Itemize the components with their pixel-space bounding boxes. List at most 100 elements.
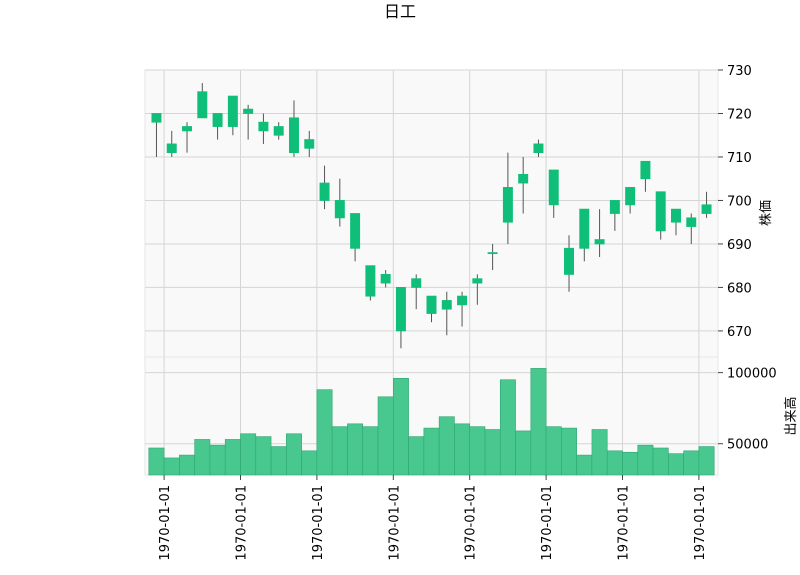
volume-bar (408, 436, 425, 476)
candle-body (166, 143, 177, 154)
candle-body (564, 247, 575, 275)
candle-body (227, 95, 238, 127)
volume-bar (668, 453, 684, 476)
volume-bar (561, 427, 577, 476)
candle-body (441, 300, 452, 310)
candle-body (273, 126, 284, 136)
volume-bar (469, 426, 486, 476)
price-candles (151, 83, 712, 349)
x-tick-labels: 1970-01-01 1970-01-01 1970-01-01 1970-01-01… (158, 475, 708, 561)
candle-body (243, 108, 254, 114)
volume-bar (698, 446, 715, 476)
volume-bar (286, 433, 302, 476)
candle-body (625, 187, 636, 206)
candle-body (411, 278, 422, 288)
x-tick-label: 1970-01-01 (158, 485, 173, 561)
volume-bar (163, 457, 180, 476)
volume-bar (438, 416, 455, 476)
price-tick-label: 730 (727, 64, 752, 79)
volume-bar (331, 426, 348, 476)
volume-bar (530, 368, 547, 476)
price-panel: 670 680 690 700 710 720 730 (144, 64, 752, 358)
volume-bar (240, 433, 257, 476)
candle-body (686, 217, 697, 227)
candle-body (594, 239, 605, 245)
volume-bar (362, 426, 379, 476)
candle-body (579, 208, 590, 249)
volume-tick-label: 50000 (727, 438, 768, 453)
x-tick-label: 1970-01-01 (540, 485, 555, 561)
volume-bar (194, 439, 211, 476)
price-tick-label: 700 (727, 194, 752, 209)
candle-body (334, 200, 345, 219)
volume-bar (454, 423, 471, 476)
volume-bar (377, 396, 394, 476)
volume-bar (499, 379, 516, 476)
price-tick-label: 690 (727, 238, 752, 253)
volume-bars (148, 368, 715, 476)
volume-bar (270, 446, 287, 476)
candle-body (548, 169, 559, 206)
candle-body (518, 173, 529, 184)
price-tick-label: 670 (727, 325, 752, 340)
candle-body (304, 139, 315, 149)
candle-body (609, 200, 620, 214)
volume-bar (515, 430, 532, 476)
candle-body (395, 287, 406, 332)
price-tick-label: 710 (727, 151, 752, 166)
candle-body (365, 265, 376, 297)
volume-bar (652, 447, 669, 476)
candle-body (655, 191, 666, 232)
candle-body (212, 113, 223, 127)
candle-body (288, 117, 299, 154)
volume-bar (545, 426, 562, 476)
price-tick-label: 720 (727, 107, 752, 122)
volume-tick-label: 100000 (727, 367, 777, 382)
volume-axis-label: 出来高 (783, 396, 799, 435)
volume-bar (622, 451, 639, 476)
candle-body (151, 113, 162, 123)
volume-bar (423, 427, 440, 476)
volume-bar (683, 450, 700, 476)
price-grid (145, 69, 718, 357)
volume-bar (255, 436, 272, 476)
volume-bar (484, 429, 501, 476)
candle-body (701, 204, 712, 214)
volume-bar (316, 389, 333, 476)
volume-bar (301, 450, 318, 476)
volume-bar (591, 429, 608, 476)
candle-body (182, 126, 193, 132)
volume-bar (606, 450, 623, 476)
candle-body (670, 208, 681, 223)
volume-panel: 50000 100000 (144, 356, 777, 476)
candle-body (426, 295, 437, 314)
price-tick-label: 680 (727, 281, 752, 296)
candle-body (457, 295, 468, 306)
x-tick-label: 1970-01-01 (387, 485, 402, 561)
candle-body (197, 91, 208, 119)
volume-bar (637, 444, 654, 476)
candle-body (258, 121, 269, 132)
candle-body (533, 143, 544, 154)
candle-body (319, 182, 330, 201)
price-axis-label: 株価 (759, 200, 774, 226)
x-tick-label: 1970-01-01 (311, 485, 326, 561)
candle-body (350, 213, 361, 249)
volume-bar (209, 444, 226, 476)
volume-y-tick-labels: 50000 100000 (718, 367, 777, 453)
volume-bar (179, 454, 195, 476)
volume-bar (576, 454, 593, 476)
x-tick-label: 1970-01-01 (693, 485, 708, 561)
volume-bar (392, 378, 409, 476)
candle-body (487, 252, 498, 255)
x-tick-label: 1970-01-01 (235, 485, 250, 561)
candle-body (380, 273, 391, 284)
volume-bar (148, 447, 165, 476)
price-y-tick-labels: 670 680 690 700 710 720 730 (718, 64, 752, 340)
volume-bar (224, 439, 241, 476)
chart-title: 日工 (384, 2, 416, 21)
candle-body (640, 160, 651, 180)
candle-body (502, 187, 513, 223)
candle-body (472, 278, 483, 284)
